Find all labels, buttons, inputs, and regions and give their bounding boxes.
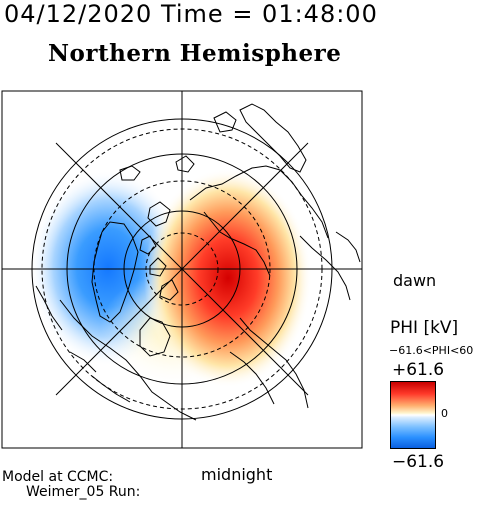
hemisphere-title: Northern Hemisphere	[48, 40, 342, 67]
colorbar-variable-label: PHI [kV]	[390, 318, 459, 338]
timestamp-title: 04/12/2020 Time = 01:48:00	[4, 0, 378, 28]
scandinavia-europe	[213, 103, 307, 173]
colorbar	[390, 381, 436, 449]
dawn-label: dawn	[393, 271, 437, 290]
coastlines	[35, 103, 361, 421]
model-label: Model at CCMC:	[2, 469, 114, 485]
dawn-cell-red	[144, 168, 312, 388]
siberia-coast	[189, 165, 329, 277]
colorbar-range-label: −61.6<PHI<60	[389, 344, 474, 357]
midnight-label: midnight	[201, 465, 273, 484]
run-label: Weimer_05 Run:	[26, 484, 141, 500]
longitude-lines	[2, 91, 362, 448]
colorbar-max-label: +61.6	[392, 360, 445, 380]
alaska-coast	[229, 317, 309, 409]
colorbar-min-label: −61.6	[392, 452, 445, 472]
colorbar-zero-label: 0	[441, 407, 448, 420]
svalbard	[175, 155, 195, 173]
meridian-diagonal-2	[55, 142, 309, 396]
potential-contours	[32, 168, 312, 388]
